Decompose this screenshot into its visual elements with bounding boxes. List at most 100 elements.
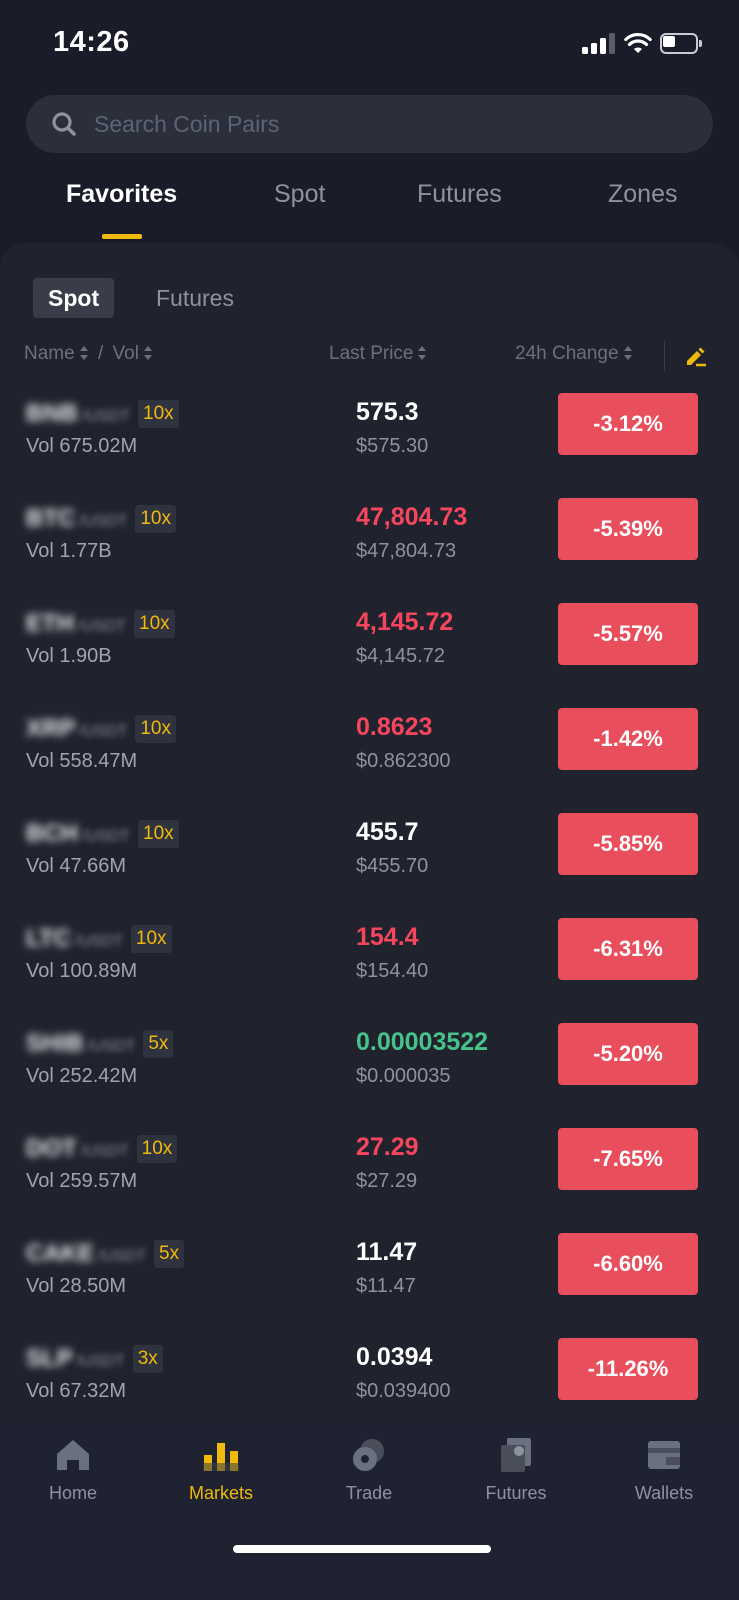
leverage-badge: 10x <box>134 610 175 638</box>
tab-favorites[interactable]: Favorites <box>66 180 178 208</box>
fiat-price: $0.000035 <box>356 1065 451 1087</box>
column-header-last-price[interactable]: Last Price <box>329 343 427 365</box>
last-price: 0.8623 <box>356 713 433 741</box>
nav-label: Home <box>48 1483 97 1503</box>
change-badge[interactable]: -1.42% <box>558 708 698 770</box>
last-price: 455.7 <box>356 818 419 846</box>
base-asset: SHIB <box>26 1030 84 1057</box>
nav-wallets[interactable]: Wallets <box>604 1425 724 1515</box>
leverage-badge: 10x <box>135 505 176 533</box>
sort-icon <box>143 346 152 360</box>
column-header-24h-change[interactable]: 24h Change <box>515 343 633 365</box>
base-asset: BCH <box>26 820 78 847</box>
last-price: 575.3 <box>356 398 419 426</box>
fiat-price: $11.47 <box>356 1275 416 1297</box>
column-header-name: Name <box>24 343 75 364</box>
nav-trade[interactable]: Trade <box>309 1425 429 1515</box>
trade-icon <box>353 1439 384 1471</box>
tab-futures[interactable]: Futures <box>417 180 502 208</box>
change-badge[interactable]: -6.60% <box>558 1233 698 1295</box>
volume: Vol 1.77B <box>26 540 112 562</box>
volume: Vol 558.47M <box>26 750 138 772</box>
list-item[interactable]: BNB/USDT 10x Vol 675.02M 575.3 $575.30 -3… <box>0 393 739 498</box>
volume: Vol 28.50M <box>26 1275 127 1297</box>
base-asset: CAKE <box>26 1240 95 1267</box>
list-item[interactable]: BTC/USDT 10x Vol 1.77B 47,804.73 $47,804.… <box>0 498 739 603</box>
change-badge[interactable]: -6.31% <box>558 918 698 980</box>
pair-name: ETH/USDT 10x <box>26 610 175 638</box>
search-icon <box>52 112 76 136</box>
quote-asset: /USDT <box>98 1248 147 1265</box>
pair-name: BCH/USDT 10x <box>26 820 179 848</box>
base-asset: SLP <box>26 1345 73 1372</box>
list-item[interactable]: LTC/USDT 10x Vol 100.89M 154.4 $154.40 -6… <box>0 918 739 1023</box>
fiat-price: $575.30 <box>356 435 429 457</box>
fiat-price: $455.70 <box>356 855 429 877</box>
quote-asset: /USDT <box>80 1143 129 1160</box>
market-tabs: Favorites Spot Futures Zones <box>0 180 739 240</box>
change-badge[interactable]: -3.12% <box>558 393 698 455</box>
wifi-icon <box>624 32 652 53</box>
tab-spot[interactable]: Spot <box>274 180 326 208</box>
fiat-price: $47,804.73 <box>356 540 457 562</box>
volume: Vol 1.90B <box>26 645 112 667</box>
last-price: 154.4 <box>356 923 419 951</box>
home-indicator[interactable] <box>233 1545 491 1553</box>
change-badge[interactable]: -5.20% <box>558 1023 698 1085</box>
pair-name: SHIB/USDT 5x <box>26 1030 174 1058</box>
last-price: 0.0394 <box>356 1343 433 1371</box>
leverage-badge: 10x <box>138 820 179 848</box>
nav-markets[interactable]: Markets <box>161 1425 281 1515</box>
cellular-signal-icon <box>582 32 616 54</box>
column-header-vol: Vol <box>112 343 139 364</box>
sort-icon <box>623 346 632 360</box>
leverage-badge: 10x <box>136 1135 178 1163</box>
change-badge[interactable]: -5.85% <box>558 813 698 875</box>
active-tab-indicator <box>102 234 142 239</box>
pair-name: BNB/USDT 10x <box>26 400 179 428</box>
change-badge[interactable]: -11.26% <box>558 1338 698 1400</box>
column-header-name-vol[interactable]: Name / Vol <box>24 343 153 365</box>
search-input[interactable] <box>94 95 674 153</box>
base-asset: LTC <box>26 925 71 952</box>
list-item[interactable]: SHIB/USDT 5x Vol 252.42M 0.00003522 $0.00… <box>0 1023 739 1128</box>
last-price: 11.47 <box>356 1238 418 1266</box>
leverage-badge: 10x <box>138 400 179 428</box>
tab-zones[interactable]: Zones <box>608 180 678 208</box>
edit-icon[interactable] <box>684 344 708 368</box>
pair-name: DOT/USDT 10x <box>26 1135 178 1163</box>
base-asset: XRP <box>26 715 76 742</box>
quote-asset: /USDT <box>87 1038 136 1055</box>
header-divider <box>664 341 665 371</box>
nav-home[interactable]: Home <box>13 1425 133 1515</box>
base-asset: BNB <box>26 400 78 427</box>
change-badge[interactable]: -7.65% <box>558 1128 698 1190</box>
battery-icon <box>660 33 702 54</box>
quote-asset: /USDT <box>76 1353 125 1370</box>
list-item[interactable]: DOT/USDT 10x Vol 259.57M 27.29 $27.29 -7.… <box>0 1128 739 1233</box>
wallets-icon <box>648 1441 680 1469</box>
nav-futures[interactable]: Futures <box>456 1425 576 1515</box>
pair-name: LTC/USDT 10x <box>26 925 172 953</box>
leverage-badge: 5x <box>154 1240 185 1268</box>
fiat-price: $27.29 <box>356 1170 418 1192</box>
change-badge[interactable]: -5.57% <box>558 603 698 665</box>
change-badge[interactable]: -5.39% <box>558 498 698 560</box>
nav-label: Trade <box>345 1483 393 1503</box>
list-item[interactable]: BCH/USDT 10x Vol 47.66M 455.7 $455.70 -5.… <box>0 813 739 918</box>
fiat-price: $4,145.72 <box>356 645 445 667</box>
subtab-spot[interactable]: Spot <box>33 278 115 318</box>
fiat-price: $0.862300 <box>356 750 451 772</box>
subtab-futures[interactable]: Futures <box>156 285 234 311</box>
sort-icon <box>79 346 88 360</box>
bottom-nav: Home Markets Trade Futures Wa <box>0 1425 739 1600</box>
search-bar[interactable] <box>26 95 713 153</box>
list-item[interactable]: XRP/USDT 10x Vol 558.47M 0.8623 $0.862300… <box>0 708 739 813</box>
list-item[interactable]: ETH/USDT 10x Vol 1.90B 4,145.72 $4,145.72… <box>0 603 739 708</box>
nav-label: Markets <box>188 1483 253 1503</box>
list-item[interactable]: CAKE/USDT 5x Vol 28.50M 11.47 $11.47 -6.6… <box>0 1233 739 1338</box>
last-price: 4,145.72 <box>356 608 454 636</box>
quote-asset: /USDT <box>78 618 126 635</box>
list-item[interactable]: SLP/USDT 3x Vol 67.32M 0.0394 $0.039400 -… <box>0 1338 739 1443</box>
column-header-24h-change-label: 24h Change <box>515 343 619 364</box>
